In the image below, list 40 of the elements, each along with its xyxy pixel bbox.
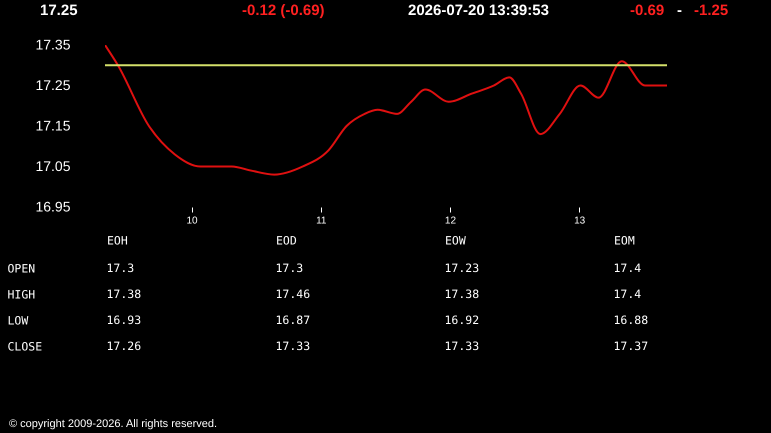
x-tick-label: 10 <box>186 216 198 226</box>
x-tick-label: 12 <box>444 216 456 226</box>
y-tick-label: 16.95 <box>35 198 71 214</box>
text: 17.33 <box>276 339 310 353</box>
x-tick-label: 11 <box>316 216 327 226</box>
text: 17.46 <box>276 287 310 301</box>
text: -1.25 <box>694 2 728 19</box>
text: 17.3 <box>276 261 304 275</box>
y-tick-label: 17.05 <box>35 158 71 174</box>
y-tick-label: 17.25 <box>35 77 71 93</box>
category-label: OPEN <box>8 262 36 276</box>
category-label: LOW <box>8 314 28 328</box>
category-label: EOD <box>276 234 297 248</box>
text: -0.69 <box>630 2 664 19</box>
text: 16.92 <box>444 313 480 327</box>
line-series <box>105 45 667 176</box>
y-tick-label: 17.15 <box>35 118 71 134</box>
text: 17.38 <box>106 287 142 301</box>
text: 17.33 <box>444 339 480 353</box>
text: 16.93 <box>106 313 142 327</box>
category-label: HIGH <box>8 288 36 302</box>
text: -0.12 (-0.69) <box>242 2 325 19</box>
text: 17.26 <box>106 339 142 353</box>
category-label: EOW <box>445 234 466 248</box>
text: 17.4 <box>614 261 642 275</box>
text: 17.3 <box>106 261 134 275</box>
text: 17.4 <box>614 287 642 301</box>
text: 16.88 <box>614 313 648 327</box>
text: - <box>677 2 682 19</box>
x-tick-label: 13 <box>574 216 586 226</box>
category-label: EOH <box>107 234 128 248</box>
text: 16.87 <box>276 313 310 327</box>
text: 2026-07-20 13:39:53 <box>408 2 549 19</box>
text: 17.23 <box>444 261 480 275</box>
text: 17.37 <box>614 339 648 353</box>
category-label: CLOSE <box>8 340 42 354</box>
text: © copyright 2009-2026. All rights reserved. <box>9 418 218 430</box>
y-tick-label: 17.35 <box>35 36 71 52</box>
category-label: EOM <box>614 234 635 248</box>
text: 17.38 <box>444 287 480 301</box>
